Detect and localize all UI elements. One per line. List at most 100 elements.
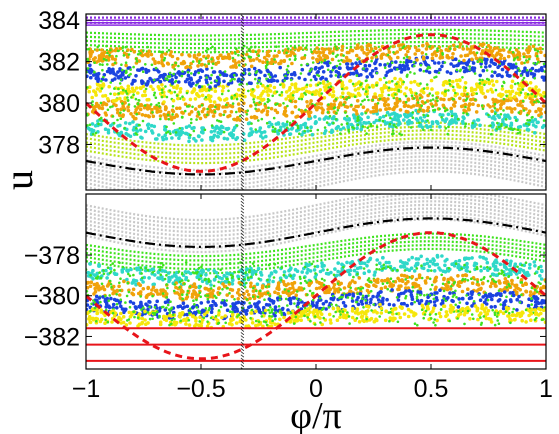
island-point: [290, 282, 295, 287]
chaotic-point: [392, 51, 395, 54]
chaotic-point: [356, 115, 360, 119]
island-point: [495, 108, 500, 112]
chaotic-point: [267, 73, 271, 76]
island-point: [541, 284, 546, 289]
island-point: [96, 104, 101, 108]
island-point: [472, 301, 476, 306]
chaotic-point: [375, 71, 379, 75]
chaotic-point: [246, 276, 250, 279]
chaotic-point: [93, 70, 96, 74]
island-row: [86, 253, 544, 290]
island-point: [323, 47, 327, 52]
island-point: [328, 287, 333, 292]
chaotic-point: [399, 60, 402, 64]
island-point: [134, 86, 139, 90]
island-point: [291, 51, 296, 55]
island-point: [184, 65, 188, 70]
chaotic-point: [396, 268, 399, 272]
chaotic-point: [166, 113, 170, 117]
island-point: [223, 98, 227, 102]
island-point: [407, 258, 411, 262]
chaotic-point: [306, 62, 309, 66]
band-curve: [86, 36, 546, 45]
island-point: [416, 261, 420, 266]
island-point: [164, 136, 169, 141]
island-point: [233, 309, 237, 314]
island-point: [255, 84, 260, 89]
chaotic-point: [389, 116, 392, 120]
island-point: [164, 52, 168, 56]
island-point: [508, 261, 513, 266]
chaotic-point: [143, 104, 147, 107]
marker-x: [240, 110, 245, 114]
island-point: [320, 264, 325, 269]
island-point: [181, 318, 185, 323]
chaotic-point: [246, 109, 249, 112]
island-point: [183, 131, 188, 136]
island-point: [463, 102, 468, 107]
island-point: [95, 311, 99, 316]
island-point: [383, 278, 387, 283]
chaotic-point: [200, 104, 204, 107]
island-point: [330, 128, 334, 133]
chaotic-point: [378, 268, 381, 271]
island-point: [293, 82, 298, 86]
island-point: [218, 127, 222, 132]
lower-panel: −378−380−382 −1 −0.5 0 0.5 1: [24, 193, 553, 403]
island-row: [86, 273, 546, 303]
island-point: [509, 96, 513, 100]
island-point: [273, 74, 278, 78]
island-point: [181, 301, 186, 306]
island-point: [194, 322, 198, 327]
island-point: [475, 308, 480, 313]
island-point: [329, 74, 333, 78]
island-point: [387, 260, 391, 265]
band-curve: [86, 196, 546, 230]
island-point: [524, 320, 528, 324]
chaotic-point: [195, 118, 198, 121]
island-point: [92, 317, 97, 321]
chaotic-point: [88, 123, 92, 127]
chaotic-point: [116, 118, 119, 122]
island-point: [524, 272, 528, 277]
island-point: [409, 293, 414, 297]
marker-x: [240, 20, 245, 24]
island-point: [404, 109, 409, 114]
chaotic-point: [444, 299, 448, 303]
chaotic-point: [364, 111, 368, 115]
island-point: [499, 94, 503, 99]
island-point: [139, 103, 144, 108]
island-point: [211, 135, 216, 139]
chaotic-point: [386, 62, 390, 65]
chaotic-point: [426, 119, 429, 122]
island-point: [500, 67, 505, 72]
island-point: [459, 104, 464, 109]
island-point: [478, 123, 482, 128]
island-point: [495, 46, 500, 50]
island-point: [459, 54, 463, 58]
island-point: [163, 289, 167, 294]
island-point: [433, 69, 438, 74]
island-point: [265, 109, 270, 114]
chaotic-point: [127, 103, 131, 106]
chaotic-point: [233, 77, 236, 81]
island-point: [393, 279, 398, 284]
island-point: [405, 261, 409, 266]
island-point: [535, 120, 540, 125]
chaotic-point: [410, 94, 414, 97]
marker-x: [240, 116, 245, 120]
island-point: [86, 303, 90, 307]
chaotic-point: [129, 68, 132, 71]
chaotic-point: [505, 295, 508, 299]
island-point: [235, 291, 240, 295]
island-point: [533, 117, 538, 122]
chaotic-point: [166, 286, 169, 290]
island-point: [510, 110, 514, 114]
chaotic-point: [173, 90, 177, 94]
island-point: [508, 92, 513, 96]
island-point: [143, 129, 148, 134]
chaotic-point: [486, 279, 490, 283]
island-point: [534, 124, 538, 129]
island-point: [516, 103, 520, 107]
island-point: [489, 50, 494, 55]
